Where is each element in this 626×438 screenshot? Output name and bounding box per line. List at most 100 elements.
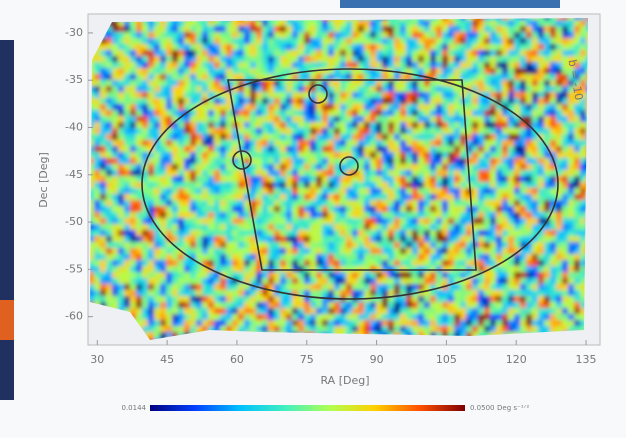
map-cell [388, 44, 395, 51]
map-cell [436, 110, 443, 117]
map-cell [166, 194, 173, 201]
map-cell [196, 38, 203, 45]
map-cell [412, 26, 419, 33]
map-cell [202, 224, 209, 231]
map-cell [196, 86, 203, 93]
map-cell [280, 308, 287, 315]
map-cell [298, 128, 305, 135]
map-cell [340, 302, 347, 309]
map-cell [556, 182, 563, 189]
map-cell [364, 230, 371, 237]
map-cell [580, 266, 587, 273]
map-cell [94, 62, 101, 69]
map-cell [130, 188, 137, 195]
map-cell [580, 140, 587, 147]
map-cell [292, 308, 299, 315]
map-cell [118, 122, 125, 129]
map-cell [142, 272, 149, 279]
map-cell [496, 236, 503, 243]
map-cell [544, 242, 551, 249]
map-cell [496, 248, 503, 255]
map-cell [472, 98, 479, 105]
map-cell [184, 92, 191, 99]
map-cell [280, 200, 287, 207]
map-cell [184, 68, 191, 75]
map-cell [406, 32, 413, 39]
map-cell [130, 236, 137, 243]
map-cell [226, 224, 233, 231]
map-cell [90, 290, 95, 297]
map-cell [478, 18, 485, 21]
map-cell [562, 164, 569, 171]
map-cell [394, 224, 401, 231]
map-cell [196, 176, 203, 183]
map-cell [562, 248, 569, 255]
map-cell [406, 128, 413, 135]
map-cell [184, 296, 191, 303]
map-cell [196, 164, 203, 171]
map-cell [400, 140, 407, 147]
map-cell [418, 248, 425, 255]
map-cell [448, 320, 455, 327]
map-cell [94, 254, 101, 261]
map-cell [292, 134, 299, 141]
map-cell [310, 284, 317, 291]
map-cell [262, 26, 269, 33]
map-cell [520, 320, 527, 327]
map-cell [178, 212, 185, 219]
map-cell [406, 158, 413, 165]
map-cell [172, 110, 179, 117]
map-cell [454, 86, 461, 93]
map-cell [544, 296, 551, 303]
map-cell [412, 260, 419, 267]
map-cell [562, 242, 569, 249]
map-cell [202, 26, 209, 33]
map-cell [484, 26, 491, 33]
map-cell [100, 122, 107, 129]
map-cell [400, 128, 407, 135]
map-cell [424, 188, 431, 195]
map-cell [328, 86, 335, 93]
map-cell [586, 38, 588, 45]
map-cell [334, 128, 341, 135]
map-cell [400, 242, 407, 249]
map-cell [454, 260, 461, 267]
map-cell [184, 188, 191, 195]
map-cell [130, 44, 137, 51]
map-cell [250, 254, 257, 261]
map-cell [484, 284, 491, 291]
map-cell [310, 56, 317, 63]
map-cell [148, 212, 155, 219]
map-cell [268, 98, 275, 105]
map-cell [502, 308, 509, 315]
map-cell [100, 146, 107, 153]
map-cell [526, 308, 533, 315]
map-cell [136, 314, 143, 321]
map-cell [124, 104, 131, 111]
map-cell [250, 302, 257, 309]
map-cell [106, 188, 113, 195]
map-cell [400, 74, 407, 81]
map-cell [358, 302, 365, 309]
map-cell [532, 266, 539, 273]
map-cell [382, 188, 389, 195]
map-cell [334, 212, 341, 219]
map-cell [196, 242, 203, 249]
map-cell [490, 254, 497, 261]
map-cell [520, 284, 527, 291]
map-cell [172, 176, 179, 183]
map-cell [292, 200, 299, 207]
map-cell [544, 116, 551, 123]
map-cell [214, 68, 221, 75]
map-cell [280, 320, 287, 327]
map-cell [184, 182, 191, 189]
map-cell [376, 152, 383, 159]
map-cell [298, 86, 305, 93]
map-cell [142, 68, 149, 75]
map-cell [466, 302, 473, 309]
map-cell [394, 122, 401, 129]
map-cell [538, 272, 545, 279]
map-cell [118, 110, 125, 117]
map-cell [256, 230, 263, 237]
map-cell [406, 248, 413, 255]
